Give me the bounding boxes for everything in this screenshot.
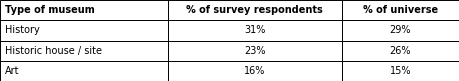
Text: % of universe: % of universe (363, 5, 438, 15)
Bar (342, 20, 459, 40)
Text: 16%: 16% (244, 66, 265, 76)
Bar (0, 20, 168, 40)
Text: 23%: 23% (244, 46, 265, 56)
Text: Art: Art (5, 66, 19, 76)
Text: 31%: 31% (244, 25, 265, 35)
Bar (0, 0, 168, 20)
Text: History: History (5, 25, 39, 35)
Text: Type of museum: Type of museum (5, 5, 95, 15)
Bar (0, 40, 168, 61)
Text: 29%: 29% (390, 25, 411, 35)
Bar (342, 40, 459, 61)
Bar (342, 0, 459, 20)
Text: 15%: 15% (390, 66, 411, 76)
Bar (168, 0, 342, 20)
Bar (168, 40, 342, 61)
Bar (342, 61, 459, 81)
Bar (0, 61, 168, 81)
Bar (168, 20, 342, 40)
Text: % of survey respondents: % of survey respondents (186, 5, 323, 15)
Text: 26%: 26% (390, 46, 411, 56)
Text: Historic house / site: Historic house / site (5, 46, 101, 56)
Bar (168, 61, 342, 81)
